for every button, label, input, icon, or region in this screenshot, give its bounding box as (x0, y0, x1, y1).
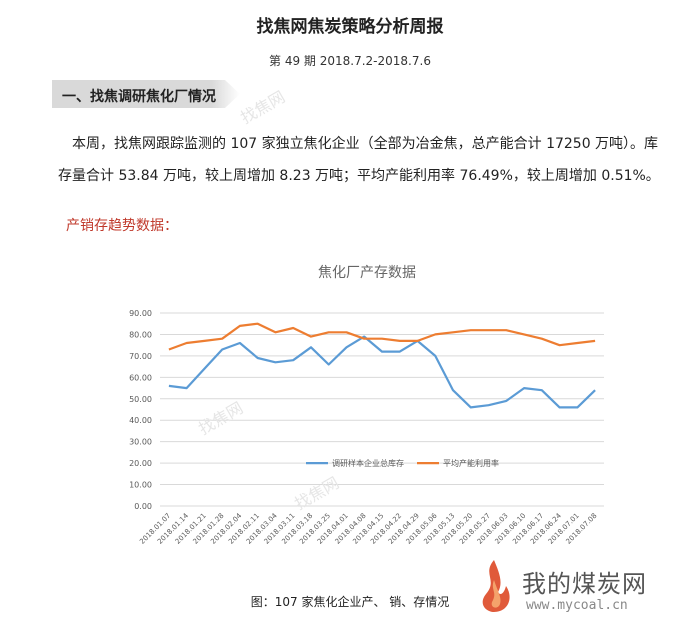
brand-watermark: 我的煤炭网 www.mycoal.cn (462, 556, 692, 618)
chart-legend: 调研样本企业总库存 平均产能利用率 (306, 458, 499, 468)
chart-grid (160, 312, 604, 507)
series-line (168, 335, 596, 409)
issue-info: 第 49 期 2018.7.2-2018.7.6 (269, 54, 431, 68)
y-tick-label: 20.00 (129, 459, 152, 468)
x-axis-ticks: 2018.01.072018.01.142018.01.212018.01.28… (138, 511, 598, 545)
document-title: 找焦网焦炭策略分析周报 (256, 17, 444, 37)
y-tick-label: 80.00 (129, 330, 152, 339)
chart-series (168, 322, 596, 409)
coking-plant-chart: 焦化厂产存数据 0.00 10.00 20.00 30.00 40.00 50.00 60.… (129, 265, 604, 546)
chart-title: 焦化厂产存数据 (318, 265, 416, 281)
figure-caption: 图：107 家焦化企业产、 销、存情况 (250, 595, 450, 609)
y-tick-label: 60.00 (129, 373, 152, 382)
flame-logo-icon (482, 560, 510, 612)
section-title: 一、找焦调研焦化厂情况 (62, 89, 216, 105)
legend-label: 调研样本企业总库存 (332, 458, 404, 468)
brand-name: 我的煤炭网 (522, 570, 647, 598)
y-tick-label: 0.00 (134, 502, 152, 511)
legend-label: 平均产能利用率 (443, 458, 499, 468)
y-tick-label: 10.00 (129, 481, 152, 490)
y-tick-label: 40.00 (129, 416, 152, 425)
y-tick-label: 90.00 (129, 309, 152, 318)
y-tick-label: 50.00 (129, 395, 152, 404)
summary-paragraph: 本周，找焦网跟踪监测的 107 家独立焦化企业（全部为冶金焦，总产能合计 172… (58, 136, 660, 184)
trend-subheading: 产销存趋势数据： (66, 218, 178, 234)
series-line (168, 322, 596, 351)
watermark: 找焦网 (237, 87, 289, 128)
y-tick-label: 70.00 (129, 352, 152, 361)
brand-url: www.mycoal.cn (526, 598, 628, 613)
y-axis-ticks: 0.00 10.00 20.00 30.00 40.00 50.00 60.00 70.00 8… (129, 309, 152, 511)
y-tick-label: 30.00 (129, 438, 152, 447)
section-banner (52, 80, 240, 108)
